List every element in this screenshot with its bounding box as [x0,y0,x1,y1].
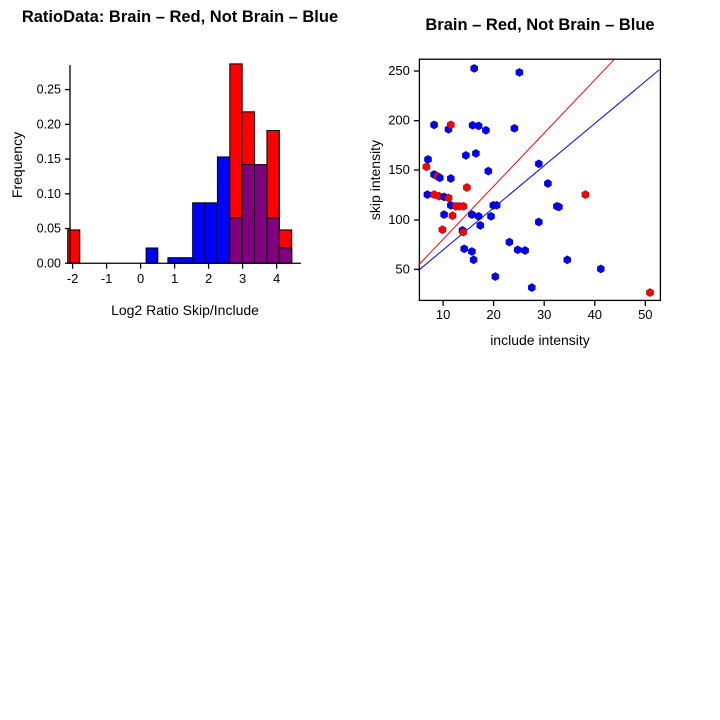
svg-text:RatioData: Brain – Red, Not Br: RatioData: Brain – Red, Not Brain – Blue [22,8,338,26]
svg-text:0.05: 0.05 [37,222,61,236]
svg-text:50: 50 [638,307,652,322]
svg-text:-1: -1 [101,271,113,286]
svg-text:Frequency: Frequency [9,132,25,198]
svg-text:0.25: 0.25 [37,83,61,97]
svg-text:1: 1 [171,271,178,286]
svg-text:50: 50 [395,261,409,276]
svg-text:-2: -2 [67,271,79,286]
svg-text:0: 0 [137,271,144,286]
svg-text:200: 200 [388,113,410,128]
svg-text:40: 40 [588,307,602,322]
svg-text:10: 10 [436,307,450,322]
svg-text:20: 20 [486,307,500,322]
svg-text:include intensity: include intensity [490,332,590,348]
svg-text:3: 3 [239,271,246,286]
svg-text:0.00: 0.00 [37,256,61,270]
svg-text:0.20: 0.20 [37,117,61,131]
svg-text:Brain – Red, Not Brain – Blue: Brain – Red, Not Brain – Blue [425,16,654,34]
svg-text:150: 150 [388,162,410,177]
svg-text:0.10: 0.10 [37,187,61,201]
svg-text:2: 2 [205,271,212,286]
svg-text:30: 30 [537,307,551,322]
svg-text:250: 250 [388,63,410,78]
svg-text:0.15: 0.15 [37,152,61,166]
svg-text:Log2 Ratio Skip/Include: Log2 Ratio Skip/Include [111,302,259,318]
svg-text:100: 100 [388,212,410,227]
svg-text:skip intensity: skip intensity [367,140,383,220]
svg-text:4: 4 [273,271,280,286]
